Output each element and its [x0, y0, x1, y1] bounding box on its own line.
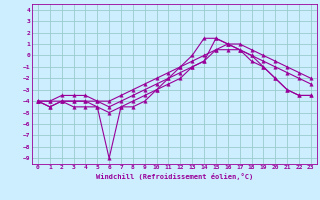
- X-axis label: Windchill (Refroidissement éolien,°C): Windchill (Refroidissement éolien,°C): [96, 173, 253, 180]
